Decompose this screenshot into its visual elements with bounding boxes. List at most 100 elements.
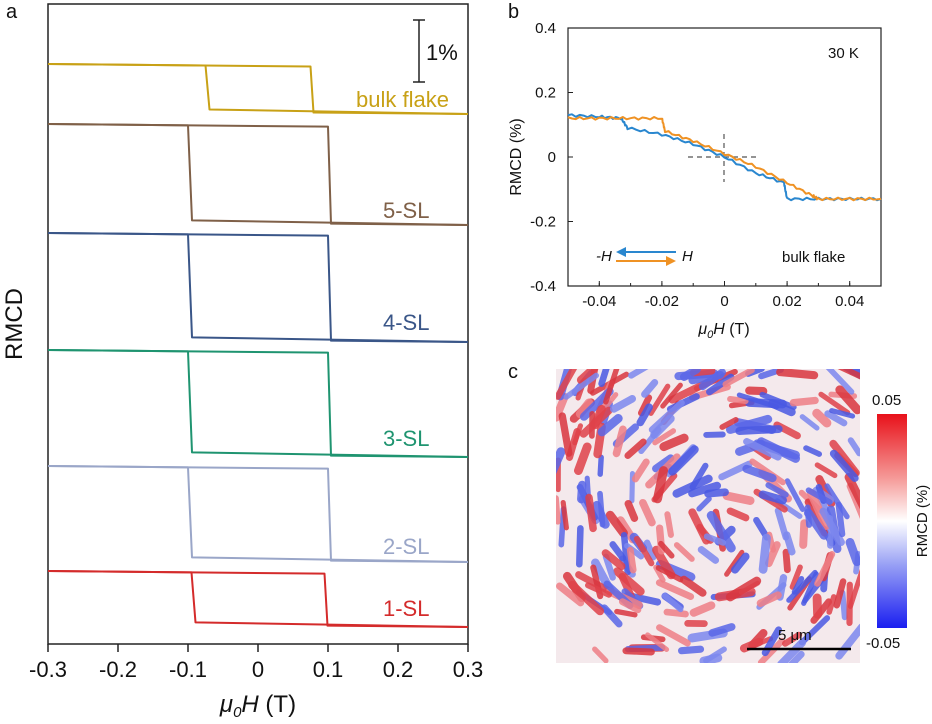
panel-a-x-ticks: -0.3 -0.2 -0.1 0 0.1 0.2 0.3 — [29, 644, 483, 682]
domain-stripe — [801, 571, 819, 606]
domain-stripe — [656, 624, 691, 647]
domain-stripe — [826, 594, 837, 615]
colorbar-min: -0.05 — [866, 635, 900, 652]
domain-stripe — [689, 462, 709, 491]
panel-b-series-0 — [567, 113, 882, 202]
panel-a-x-tick-label: 0 — [252, 657, 264, 682]
domain-stripe — [814, 551, 836, 587]
domain-stripe — [622, 647, 655, 656]
domain-stripe — [789, 564, 803, 590]
domain-stripe — [597, 454, 604, 477]
domain-stripe — [759, 391, 797, 410]
domain-stripe — [752, 439, 800, 460]
panel-b-x-tick-label: 0 — [720, 293, 728, 310]
domain-stripe — [614, 608, 638, 618]
panel-a-scale-bar-label: 1% — [426, 40, 458, 65]
domain-stripe — [556, 447, 566, 475]
domain-stripe — [659, 433, 689, 452]
domain-stripe — [612, 425, 627, 458]
panel-b-y-label: RMCD (%) — [508, 118, 525, 195]
domain-stripe — [739, 637, 764, 653]
loop-branch-down-3 — [47, 349, 469, 458]
domain-stripe — [835, 385, 860, 415]
domain-stripe — [782, 548, 791, 574]
domain-stripe — [574, 442, 592, 476]
domain-stripe — [735, 425, 783, 435]
domain-stripe — [719, 416, 739, 430]
domain-stripe — [628, 369, 649, 379]
domain-stripe — [577, 480, 587, 504]
domain-stripe — [688, 481, 722, 498]
panel-b-x-label: μ0H (T) — [697, 321, 749, 341]
domain-stripe — [631, 458, 650, 483]
panel-a-x-tick-label: -0.2 — [99, 657, 137, 682]
panel-a-x-tick-label: 0.1 — [313, 657, 344, 682]
domain-stripe — [803, 445, 823, 457]
domain-stripe — [777, 638, 807, 663]
panel-b-x-tick-label: -0.04 — [582, 293, 616, 310]
domain-stripe — [648, 399, 685, 434]
domain-stripe — [824, 483, 850, 520]
domain-stripe — [556, 582, 585, 607]
domain-stripe — [742, 464, 777, 483]
domain-stripe — [575, 525, 584, 568]
domain-stripe — [641, 379, 659, 398]
domain-stripe — [603, 369, 620, 405]
domain-stripe — [660, 382, 683, 409]
panel-c-letter: c — [508, 361, 518, 383]
colorbar — [877, 414, 907, 628]
domain-stripe — [788, 650, 805, 663]
panel-b-temperature: 30 K — [828, 45, 859, 62]
panel-a-x-tick-label: -0.1 — [169, 657, 207, 682]
domain-stripe — [807, 489, 831, 530]
domain-stripe — [824, 410, 848, 427]
panel-c-scale-bar-label: 5 μm — [778, 627, 812, 644]
panel-b-series-1 — [567, 116, 882, 202]
domain-stripe — [598, 369, 610, 388]
domain-stripe — [829, 439, 860, 477]
domain-stripe — [805, 487, 833, 506]
domain-stripe — [673, 542, 695, 562]
domain-stripe — [575, 398, 594, 419]
domain-stripe — [835, 501, 846, 538]
domain-stripe — [679, 369, 701, 381]
panel-b-legend-pos: H — [682, 248, 693, 265]
domain-stripe — [803, 508, 829, 540]
domain-stripe — [703, 646, 727, 663]
domain-stripe — [749, 458, 786, 486]
domain-stripe — [652, 454, 675, 473]
domain-stripe — [708, 623, 736, 637]
domain-stripe — [724, 549, 745, 577]
domain-stripe — [655, 579, 695, 600]
domain-stripe — [601, 549, 626, 571]
domain-stripe — [689, 601, 716, 617]
series-label-5: 1-SL — [383, 596, 429, 621]
domain-stripe — [736, 392, 780, 410]
domain-stripe — [639, 498, 656, 527]
domain-stripe — [706, 511, 736, 553]
domain-stripe — [636, 403, 653, 427]
domain-stripe — [633, 535, 655, 567]
panel-b-x-tick-label: 0.02 — [772, 293, 801, 310]
domain-stripe — [619, 598, 642, 614]
panel-b-sample: bulk flake — [782, 249, 845, 266]
domain-stripe — [624, 499, 639, 522]
domain-stripe — [620, 531, 631, 576]
domain-stripe — [783, 531, 796, 556]
domain-stripe — [568, 580, 605, 616]
domain-stripe — [756, 591, 782, 608]
domain-stripe — [818, 391, 851, 416]
panel-b-y-tick-label: 0.2 — [535, 85, 556, 102]
domain-stripe — [585, 582, 612, 598]
domain-stripe — [722, 369, 755, 388]
domain-stripe — [731, 552, 750, 574]
domain-stripe — [677, 645, 705, 655]
panel-b-y-tick-label: 0.4 — [535, 20, 556, 37]
domain-stripe — [563, 372, 600, 400]
series-label-3: 3-SL — [383, 426, 429, 451]
domain-stripe — [663, 608, 689, 618]
series-label-1: 5-SL — [383, 198, 429, 223]
panel-b-curves — [567, 113, 882, 202]
domain-stripe — [558, 412, 573, 457]
